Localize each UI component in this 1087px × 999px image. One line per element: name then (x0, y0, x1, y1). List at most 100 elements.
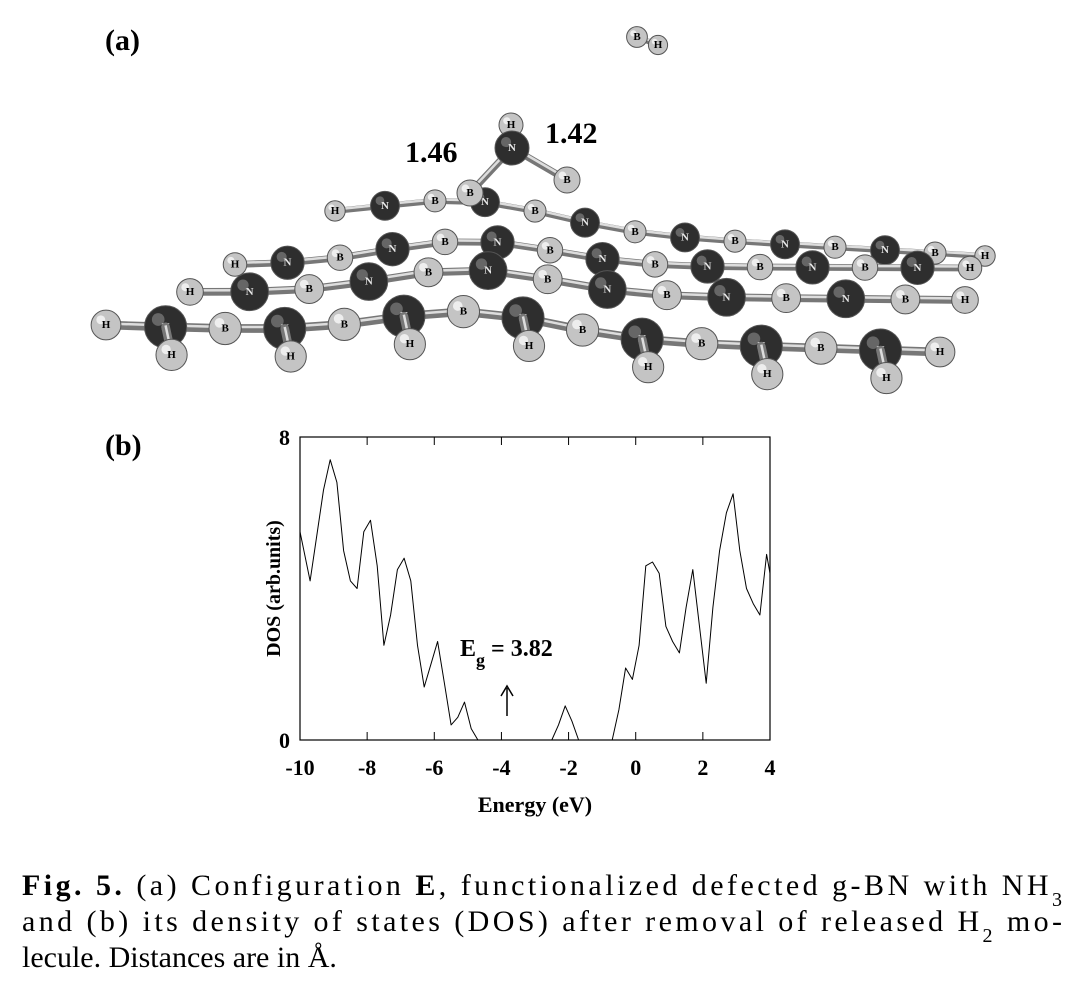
atom-shine (628, 325, 642, 339)
atom: B (626, 26, 648, 48)
atom-label: N (914, 262, 922, 274)
atom-label: H (882, 372, 891, 384)
atom-label: N (809, 261, 817, 273)
atom-label: N (599, 253, 607, 265)
atom-label: B (651, 258, 659, 270)
atom: B (523, 199, 547, 223)
atom: B (423, 189, 447, 213)
panel-label: (b) (105, 429, 142, 462)
atom-label: N (284, 257, 292, 269)
atom-shine (328, 204, 335, 211)
atom: N (870, 235, 900, 266)
atom: N (494, 130, 530, 166)
x-tick-label: 2 (697, 755, 708, 780)
atom-label: B (698, 338, 706, 350)
caption-text: Fig. 5. (22, 869, 122, 902)
atom: B (456, 179, 484, 207)
atom-label: H (654, 39, 663, 51)
atom-shine (978, 249, 985, 256)
atom-label: N (365, 276, 373, 288)
atom-label: H (102, 319, 111, 331)
caption-text: lecule. Distances are in Å. (22, 941, 337, 974)
atom-shine (518, 335, 529, 346)
atom-shine (461, 184, 470, 193)
atom-label: H (406, 338, 415, 350)
atom-label: B (221, 322, 229, 334)
atom-label: B (861, 262, 869, 274)
atom: B (326, 244, 354, 271)
atom: H (751, 358, 784, 391)
atom: H (274, 340, 307, 373)
atom-shine (151, 313, 165, 326)
atom-shine (927, 245, 935, 253)
x-tick-label: 0 (630, 755, 641, 780)
atom-shine (875, 240, 885, 250)
annotation-suffix: = 3.82 (485, 636, 553, 662)
atom-label: B (466, 187, 474, 199)
atom-label: B (931, 247, 939, 259)
atom-label: B (544, 273, 552, 285)
atom-shine (727, 234, 735, 241)
atom: N (770, 229, 800, 260)
x-tick-label: 4 (765, 755, 776, 780)
atom-shine (876, 367, 886, 378)
y-tick-label: 8 (279, 425, 290, 450)
atom-label: N (881, 244, 889, 256)
x-axis-label: Energy (eV) (478, 792, 592, 817)
atom-shine (675, 228, 685, 237)
atom: N (370, 190, 400, 221)
atom-label: B (631, 226, 639, 238)
atom: B (851, 254, 879, 281)
atom-shine (651, 38, 658, 45)
atom-label: N (603, 284, 611, 296)
atom-label: H (525, 340, 534, 352)
plot-frame (299, 436, 771, 741)
atom-label: B (441, 236, 449, 248)
dos-line (299, 459, 771, 741)
distance-label: 1.46 (405, 136, 458, 169)
atom: N (585, 241, 620, 277)
atom-label: B (731, 235, 739, 247)
atom-label: H (966, 262, 975, 274)
atom: N (270, 245, 305, 280)
atom-label: N (484, 265, 492, 277)
atom-shine (558, 171, 567, 180)
atom-shine (810, 337, 821, 348)
atom-shine (827, 240, 835, 247)
atom-shine (436, 233, 445, 242)
atom-label: N (246, 286, 254, 298)
atom-shine (896, 290, 905, 299)
atom-shine (333, 313, 344, 324)
atom-label: B (579, 324, 587, 336)
atom-label: B (663, 289, 671, 301)
atom-shine (630, 30, 637, 37)
atom-label: H (167, 349, 176, 361)
atom: B (746, 253, 774, 281)
atom: B (431, 228, 459, 256)
atom: B (553, 166, 581, 194)
atom-shine (714, 285, 726, 297)
atom-label: N (494, 236, 502, 248)
atom-shine (452, 301, 463, 311)
atom-shine (801, 256, 812, 267)
distance-label: 1.42 (545, 117, 598, 150)
atom-shine (271, 314, 284, 328)
atom: N (570, 207, 600, 238)
caption: Fig. 5. (a) Configuration E, functionali… (22, 869, 1062, 974)
atom-label: B (531, 205, 539, 217)
atom: N (468, 251, 508, 291)
atom-shine (427, 193, 435, 201)
atom: N (900, 250, 935, 285)
atom-label: H (763, 368, 772, 380)
atom-label: N (481, 196, 489, 208)
atom-shine (399, 334, 410, 344)
atom-label: B (563, 174, 571, 186)
atom-label: N (581, 217, 589, 229)
atom: B (890, 284, 921, 315)
atom: N (230, 272, 269, 312)
atom-shine (375, 196, 385, 206)
atom-shine (331, 249, 340, 258)
atom-label: N (704, 260, 712, 272)
